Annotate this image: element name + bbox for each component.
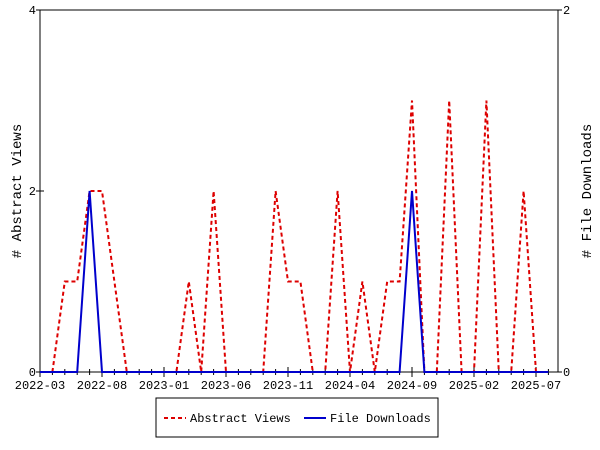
y-tick-label: 2 (29, 185, 36, 199)
y-axis-label: # Abstract Views (10, 124, 26, 258)
legend-label-file-downloads: File Downloads (330, 412, 431, 426)
y2-tick-label: 0 (563, 366, 570, 380)
series-line-file-downloads (40, 190, 549, 373)
x-tick-label: 2024-04 (325, 379, 375, 393)
x-tick-label: 2025-02 (449, 379, 499, 393)
y2-tick-label: 2 (563, 4, 570, 18)
x-tick-label: 2024-09 (387, 379, 437, 393)
series-line-abstract-views (51, 100, 537, 373)
x-tick-label: 2025-07 (511, 379, 561, 393)
x-tick-label: 2022-03 (15, 379, 65, 393)
y-tick-label: 4 (29, 4, 36, 18)
x-tick-label: 2023-06 (201, 379, 251, 393)
legend: Abstract Views File Downloads (155, 397, 439, 438)
legend-label-abstract-views: Abstract Views (190, 412, 291, 426)
y-tick-label: 0 (29, 366, 36, 380)
x-tick-label: 2022-08 (77, 379, 127, 393)
y2-axis-label: # File Downloads (580, 124, 596, 258)
x-tick-label: 2023-01 (139, 379, 189, 393)
x-tick-label: 2023-11 (263, 379, 313, 393)
plot-area (39, 9, 559, 373)
